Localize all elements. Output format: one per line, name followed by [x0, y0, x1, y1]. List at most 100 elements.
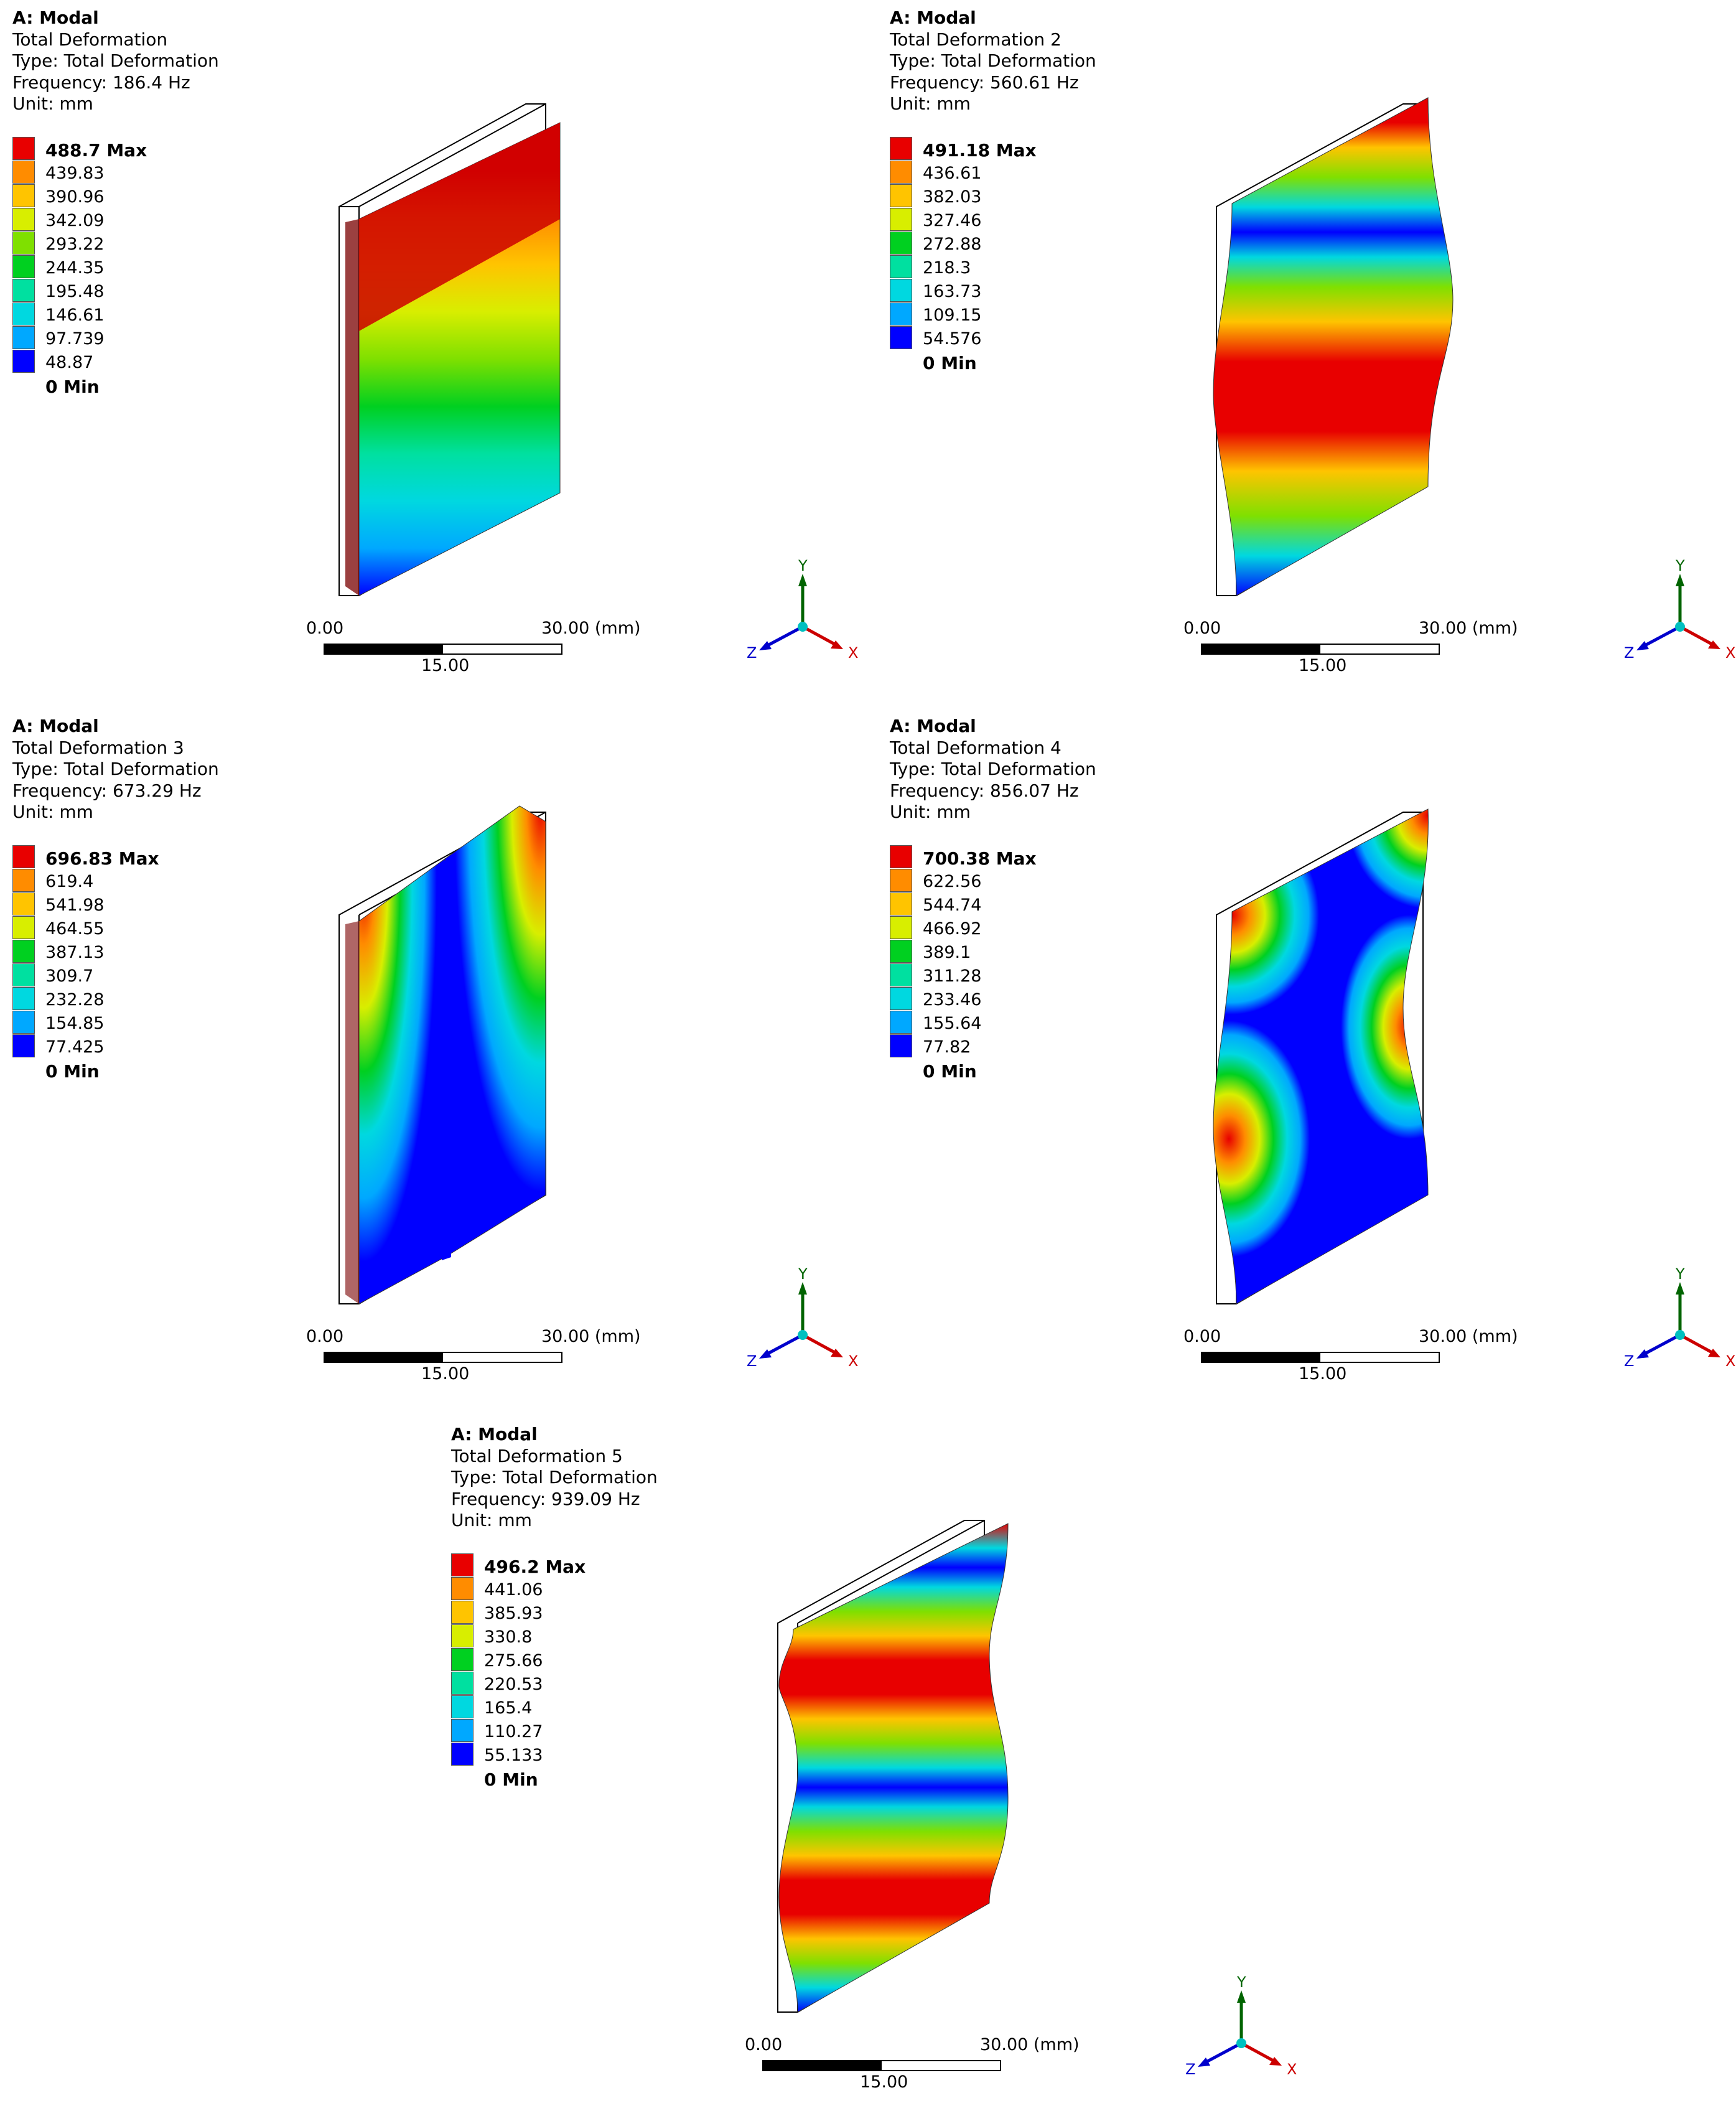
mode-shape-model — [338, 103, 561, 596]
legend-label: 700.38 Max — [923, 848, 1037, 869]
axis-x-label: X — [1725, 644, 1735, 662]
result-frequency: Frequency: 560.61 Hz — [890, 72, 1079, 93]
axis-y-label: Y — [798, 1267, 808, 1283]
scale-start: 0.00 — [1183, 619, 1221, 638]
legend-label: 382.03 — [923, 187, 982, 207]
axis-x-label: X — [848, 644, 858, 662]
legend-swatch — [12, 302, 35, 325]
analysis-title: A: Modal — [890, 7, 976, 28]
axis-triad: Y Z X — [747, 558, 858, 662]
legend-label: 220.53 — [484, 1675, 543, 1694]
legend-label: 439.83 — [45, 164, 105, 183]
legend-label: 385.93 — [484, 1604, 543, 1623]
mode-shape-model — [338, 805, 546, 1304]
legend-label: 218.3 — [923, 258, 971, 278]
result-info: A: Modal Total Deformation Type: Total D… — [12, 7, 219, 115]
legend-label: 272.88 — [923, 235, 982, 254]
legend-label: 311.28 — [923, 967, 982, 986]
legend-swatch — [12, 232, 35, 255]
legend-label: 146.61 — [45, 306, 105, 325]
legend-swatch — [890, 1011, 912, 1034]
scale-bar-graphic — [1201, 644, 1440, 655]
analysis-title: A: Modal — [12, 716, 99, 736]
legend-label: 97.739 — [45, 329, 105, 349]
legend-label: 77.82 — [923, 1037, 971, 1057]
scale-end: 30.00 (mm) — [1419, 1327, 1518, 1346]
legend-swatch — [451, 1672, 474, 1695]
legend-label: 275.66 — [484, 1651, 543, 1670]
legend-swatch — [12, 845, 35, 868]
scale-mid: 15.00 — [421, 656, 470, 675]
scale-bar: 0.00 30.00 (mm) 15.00 — [1183, 611, 1519, 675]
scale-end: 30.00 (mm) — [541, 1327, 641, 1346]
scale-bar-graphic — [324, 1352, 562, 1363]
result-name: Total Deformation 4 — [890, 737, 1062, 758]
scale-bar: 0.00 30.00 (mm) 15.00 — [1183, 1319, 1519, 1384]
axis-x-label: X — [848, 1352, 858, 1370]
legend-swatch — [12, 892, 35, 915]
analysis-title: A: Modal — [12, 7, 99, 28]
legend-label: 163.73 — [923, 282, 982, 301]
legend-label: 696.83 Max — [45, 848, 159, 869]
result-frequency: Frequency: 856.07 Hz — [890, 780, 1079, 801]
legend-swatch — [12, 1034, 35, 1057]
result-unit: Unit: mm — [890, 802, 971, 822]
result-frequency: Frequency: 186.4 Hz — [12, 72, 190, 93]
legend-swatch — [890, 845, 912, 868]
scale-start: 0.00 — [745, 2035, 783, 2054]
legend-swatch — [12, 940, 35, 963]
axis-triad: Y Z X — [747, 1267, 858, 1370]
legend-label: 387.13 — [45, 943, 105, 962]
mode-shape-model — [1213, 808, 1429, 1304]
legend-swatch — [12, 255, 35, 278]
legend-label: 327.46 — [923, 211, 982, 230]
legend-swatch — [12, 326, 35, 349]
axis-triad: Y Z X — [1185, 1975, 1297, 2078]
scale-bar-graphic — [762, 2060, 1001, 2071]
legend-label: 541.98 — [45, 896, 105, 915]
legend-swatch — [890, 161, 912, 184]
legend-label: 330.8 — [484, 1627, 533, 1647]
result-name: Total Deformation 3 — [12, 737, 184, 758]
scale-mid: 15.00 — [1299, 656, 1347, 675]
legend-label: 54.576 — [923, 329, 982, 349]
axis-triad: Y Z X — [1624, 1267, 1735, 1370]
result-type: Type: Total Deformation — [12, 759, 219, 779]
axis-triad: Y Z X — [1624, 558, 1735, 662]
scale-end: 30.00 (mm) — [1419, 619, 1518, 638]
legend-label: 293.22 — [45, 235, 105, 254]
legend-label: 441.06 — [484, 1580, 543, 1599]
legend-label: 488.7 Max — [45, 140, 147, 161]
scale-bar: 0.00 30.00 (mm) 15.00 — [306, 1319, 642, 1384]
legend-swatch — [12, 137, 35, 160]
legend-label: 154.85 — [45, 1014, 105, 1033]
scale-start: 0.00 — [1183, 1327, 1221, 1346]
legend-swatch — [890, 279, 912, 302]
legend-swatch — [451, 1577, 474, 1600]
axis-z-label: Z — [1185, 2061, 1195, 2078]
result-info: A: Modal Total Deformation 5 Type: Total… — [451, 1424, 658, 1532]
legend-label: 0 Min — [923, 353, 977, 373]
legend-swatch — [890, 326, 912, 349]
legend-label: 244.35 — [45, 258, 105, 278]
axis-z-label: Z — [747, 1352, 757, 1370]
result-unit: Unit: mm — [451, 1510, 532, 1530]
legend-swatch — [451, 1695, 474, 1718]
legend-swatch — [451, 1601, 474, 1624]
axis-x-label: X — [1287, 2061, 1297, 2078]
scale-bar-graphic — [324, 644, 562, 655]
result-name: Total Deformation 2 — [890, 29, 1062, 50]
result-panel-4: A: Modal Total Deformation 4 Type: Total… — [890, 716, 1736, 1413]
legend-swatch — [12, 916, 35, 939]
legend-swatch — [890, 208, 912, 231]
axis-z-label: Z — [1624, 644, 1634, 662]
legend-label: 233.46 — [923, 990, 982, 1009]
axis-y-label: Y — [1236, 1975, 1246, 1991]
legend-swatch — [12, 1011, 35, 1034]
legend-label: 342.09 — [45, 211, 105, 230]
analysis-title: A: Modal — [451, 1424, 538, 1444]
result-type: Type: Total Deformation — [12, 50, 219, 71]
legend-swatch — [12, 208, 35, 231]
legend-label: 77.425 — [45, 1037, 105, 1057]
legend-swatch — [451, 1719, 474, 1742]
